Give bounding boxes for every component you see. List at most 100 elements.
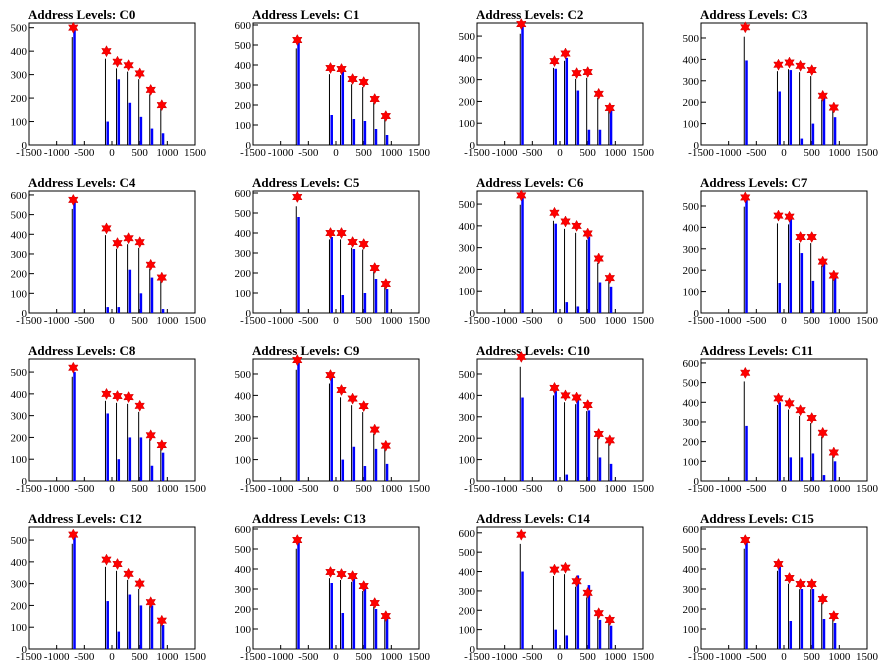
x-tick-label: 1500 bbox=[856, 483, 879, 495]
x-tick-label: -500 bbox=[522, 315, 543, 327]
x-tick-label: 500 bbox=[131, 483, 148, 495]
data-bar-blue bbox=[789, 621, 793, 649]
y-tick-label: 100 bbox=[459, 455, 476, 467]
y-tick-label: 200 bbox=[235, 100, 252, 112]
x-tick-label: 0 bbox=[333, 483, 339, 495]
y-tick-label: 200 bbox=[11, 269, 28, 281]
data-point-star bbox=[123, 391, 134, 404]
data-bar-blue bbox=[554, 68, 557, 145]
x-tick-label: -1000 bbox=[492, 483, 518, 495]
y-tick-label: 100 bbox=[11, 622, 28, 634]
y-tick-label: 0 bbox=[470, 476, 476, 488]
data-bar-blue bbox=[73, 200, 76, 313]
y-tick-label: 300 bbox=[683, 244, 700, 256]
y-tick-label: 400 bbox=[459, 53, 476, 65]
y-tick-label: 100 bbox=[459, 286, 476, 298]
y-tick-label: 300 bbox=[459, 412, 476, 424]
data-point-star bbox=[806, 411, 817, 425]
data-bar-blue bbox=[521, 24, 524, 145]
data-point-star bbox=[145, 596, 156, 609]
data-point-star bbox=[123, 59, 134, 72]
y-tick-label: 600 bbox=[683, 524, 700, 536]
data-bar-blue bbox=[128, 437, 132, 481]
x-tick-label: -500 bbox=[522, 651, 543, 663]
chart-panel-15: Address Levels: C15 0 100 200 300 400 500 600 -1… bbox=[683, 511, 879, 663]
data-point-star bbox=[549, 381, 560, 394]
y-tick-label: 400 bbox=[459, 390, 476, 402]
data-point-star bbox=[369, 596, 380, 610]
plot-frame bbox=[700, 526, 868, 650]
y-tick-label: 400 bbox=[235, 390, 252, 402]
data-point-star bbox=[828, 101, 840, 114]
plot-frame bbox=[700, 358, 868, 482]
y-tick-label: 100 bbox=[235, 624, 252, 636]
x-tick-label: 1000 bbox=[380, 315, 403, 327]
data-bar-blue bbox=[385, 135, 389, 145]
chart-title: Address Levels: C13 bbox=[252, 511, 366, 526]
data-bar-blue bbox=[297, 541, 300, 649]
data-bar-blue bbox=[106, 121, 109, 145]
data-bar-blue bbox=[609, 286, 613, 313]
data-bar-blue bbox=[565, 635, 569, 649]
data-bar-blue bbox=[374, 279, 378, 313]
data-point-star bbox=[516, 528, 527, 541]
x-tick-label: 1000 bbox=[828, 315, 851, 327]
y-tick-label: 0 bbox=[470, 140, 476, 152]
plot-frame bbox=[476, 358, 644, 482]
plot-frame bbox=[28, 526, 196, 650]
y-tick-label: 500 bbox=[235, 544, 252, 556]
data-point-star bbox=[806, 577, 817, 591]
x-tick-label: -1000 bbox=[44, 651, 70, 663]
x-tick-label: -500 bbox=[746, 147, 767, 159]
data-point-star bbox=[145, 429, 156, 442]
y-tick-label: 0 bbox=[694, 308, 700, 320]
x-tick-label: 1000 bbox=[604, 483, 627, 495]
x-tick-label: -1000 bbox=[268, 315, 294, 327]
data-bar-blue bbox=[161, 309, 165, 313]
x-tick-label: -1000 bbox=[44, 483, 70, 495]
y-tick-label: 100 bbox=[459, 118, 476, 130]
data-point-star bbox=[593, 427, 604, 440]
data-point-star bbox=[571, 219, 582, 232]
x-tick-label: -1500 bbox=[16, 147, 42, 159]
x-tick-label: -1500 bbox=[688, 315, 714, 327]
data-point-star bbox=[325, 226, 336, 240]
data-point-star bbox=[593, 252, 604, 265]
data-point-star bbox=[380, 109, 392, 123]
x-tick-label: -500 bbox=[522, 147, 543, 159]
chart-title: Address Levels: C11 bbox=[700, 343, 813, 358]
x-tick-label: 0 bbox=[333, 651, 339, 663]
data-point-star bbox=[156, 439, 168, 452]
chart-title: Address Levels: C4 bbox=[28, 175, 136, 190]
y-tick-label: 100 bbox=[683, 624, 700, 636]
x-tick-label: 0 bbox=[109, 483, 115, 495]
plot-frame bbox=[476, 526, 644, 650]
y-tick-label: 100 bbox=[235, 455, 252, 467]
plot-frame bbox=[252, 358, 420, 482]
data-point-star bbox=[101, 553, 112, 566]
plot-frame bbox=[252, 190, 420, 314]
x-tick-label: 500 bbox=[803, 147, 820, 159]
x-tick-label: 500 bbox=[131, 315, 148, 327]
data-bar-blue bbox=[833, 623, 837, 649]
x-tick-label: -500 bbox=[74, 315, 95, 327]
data-bar-blue bbox=[352, 119, 356, 145]
data-bar-blue bbox=[117, 459, 121, 481]
data-point-star bbox=[101, 387, 112, 400]
y-tick-label: 300 bbox=[459, 75, 476, 87]
x-tick-label: 500 bbox=[355, 483, 372, 495]
x-tick-label: 1500 bbox=[632, 315, 655, 327]
x-tick-label: -1500 bbox=[16, 651, 42, 663]
data-bar-blue bbox=[330, 583, 333, 649]
y-tick-label: 200 bbox=[683, 97, 700, 109]
y-tick-label: 0 bbox=[694, 140, 700, 152]
y-tick-label: 300 bbox=[683, 76, 700, 88]
data-point-star bbox=[112, 557, 123, 571]
y-tick-label: 400 bbox=[683, 222, 700, 234]
x-tick-label: -500 bbox=[298, 483, 319, 495]
data-bar-blue bbox=[106, 413, 109, 481]
data-bar-blue bbox=[374, 448, 378, 481]
y-tick-label: 300 bbox=[235, 584, 252, 596]
x-tick-label: -1500 bbox=[464, 651, 490, 663]
data-bar-blue bbox=[363, 293, 367, 313]
